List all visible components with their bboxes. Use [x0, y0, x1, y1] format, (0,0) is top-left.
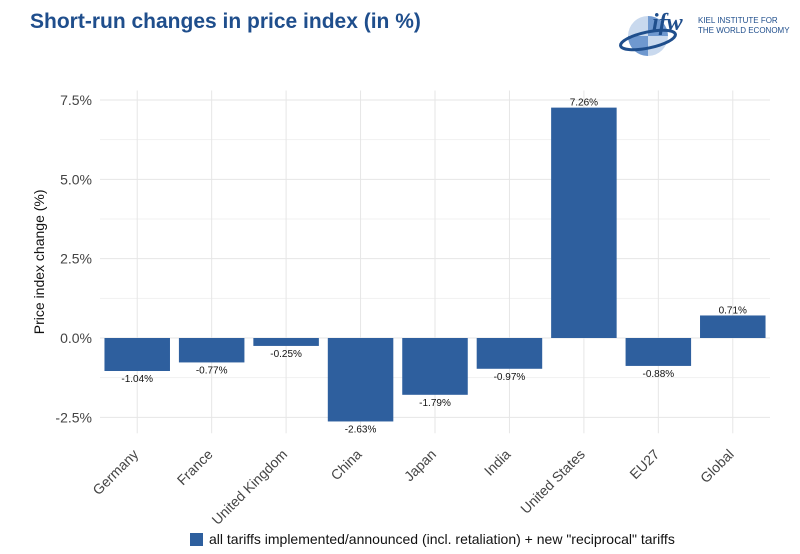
- chart-title: Short-run changes in price index (in %): [30, 10, 421, 33]
- data-label: -1.04%: [121, 374, 153, 385]
- x-tick-label: India: [481, 446, 514, 479]
- x-tick-label: Japan: [401, 446, 439, 484]
- bar: [625, 338, 692, 366]
- y-tick-label: 0.0%: [60, 330, 92, 346]
- data-label: -0.77%: [196, 365, 228, 376]
- legend-label: all tariffs implemented/announced (incl.…: [209, 531, 675, 547]
- x-tick-label: United Kingdom: [208, 446, 290, 528]
- data-label: -0.25%: [270, 349, 302, 360]
- y-tick-label: 5.0%: [60, 171, 92, 187]
- data-label: 0.71%: [719, 305, 747, 316]
- x-tick-label: United States: [517, 446, 588, 517]
- bar: [476, 338, 543, 369]
- bar: [402, 338, 468, 395]
- logo-brand: ifw: [652, 10, 684, 36]
- data-label: -2.63%: [345, 424, 377, 435]
- data-label: 7.26%: [570, 98, 598, 109]
- legend: all tariffs implemented/announced (incl.…: [190, 530, 675, 548]
- logo-line-2: THE WORLD ECONOMY: [698, 26, 790, 35]
- y-tick-label: -2.5%: [55, 409, 92, 425]
- bar: [104, 338, 170, 372]
- y-tick-labels: -2.5% 0.0% 2.5% 5.0% 7.5%: [55, 92, 92, 425]
- y-tick-label: 7.5%: [60, 92, 92, 108]
- bar: [700, 315, 766, 338]
- x-tick-label: Global: [697, 446, 737, 486]
- data-label: -0.88%: [642, 369, 674, 380]
- legend-swatch: [190, 532, 203, 546]
- bar: [551, 107, 617, 338]
- y-axis-title: Price index change (%): [31, 189, 47, 334]
- ifw-logo: ifw KIEL INSTITUTE FOR THE WORLD ECONOMY: [619, 10, 790, 56]
- bar: [178, 338, 245, 363]
- data-labels: -1.04% -0.77% -0.25% -2.63% -1.79% -0.97% 7.26…: [121, 98, 747, 436]
- x-tick-label: France: [174, 446, 216, 488]
- bar-chart: -2.5%0.0%2.5%5.0%7.5% Germany FranceUnite…: [31, 90, 770, 528]
- bar: [253, 338, 319, 346]
- bar: [327, 338, 394, 422]
- data-label: -0.97%: [494, 372, 526, 383]
- y-tick-label: 2.5%: [60, 251, 92, 267]
- x-tick-label: Germany: [89, 446, 141, 498]
- x-tick-label: China: [327, 446, 364, 483]
- globe-icon: [619, 16, 677, 56]
- logo-line-1: KIEL INSTITUTE FOR: [698, 16, 778, 25]
- data-label: -1.79%: [419, 398, 451, 409]
- bars: [104, 107, 766, 422]
- x-tick-label: EU27: [626, 446, 662, 482]
